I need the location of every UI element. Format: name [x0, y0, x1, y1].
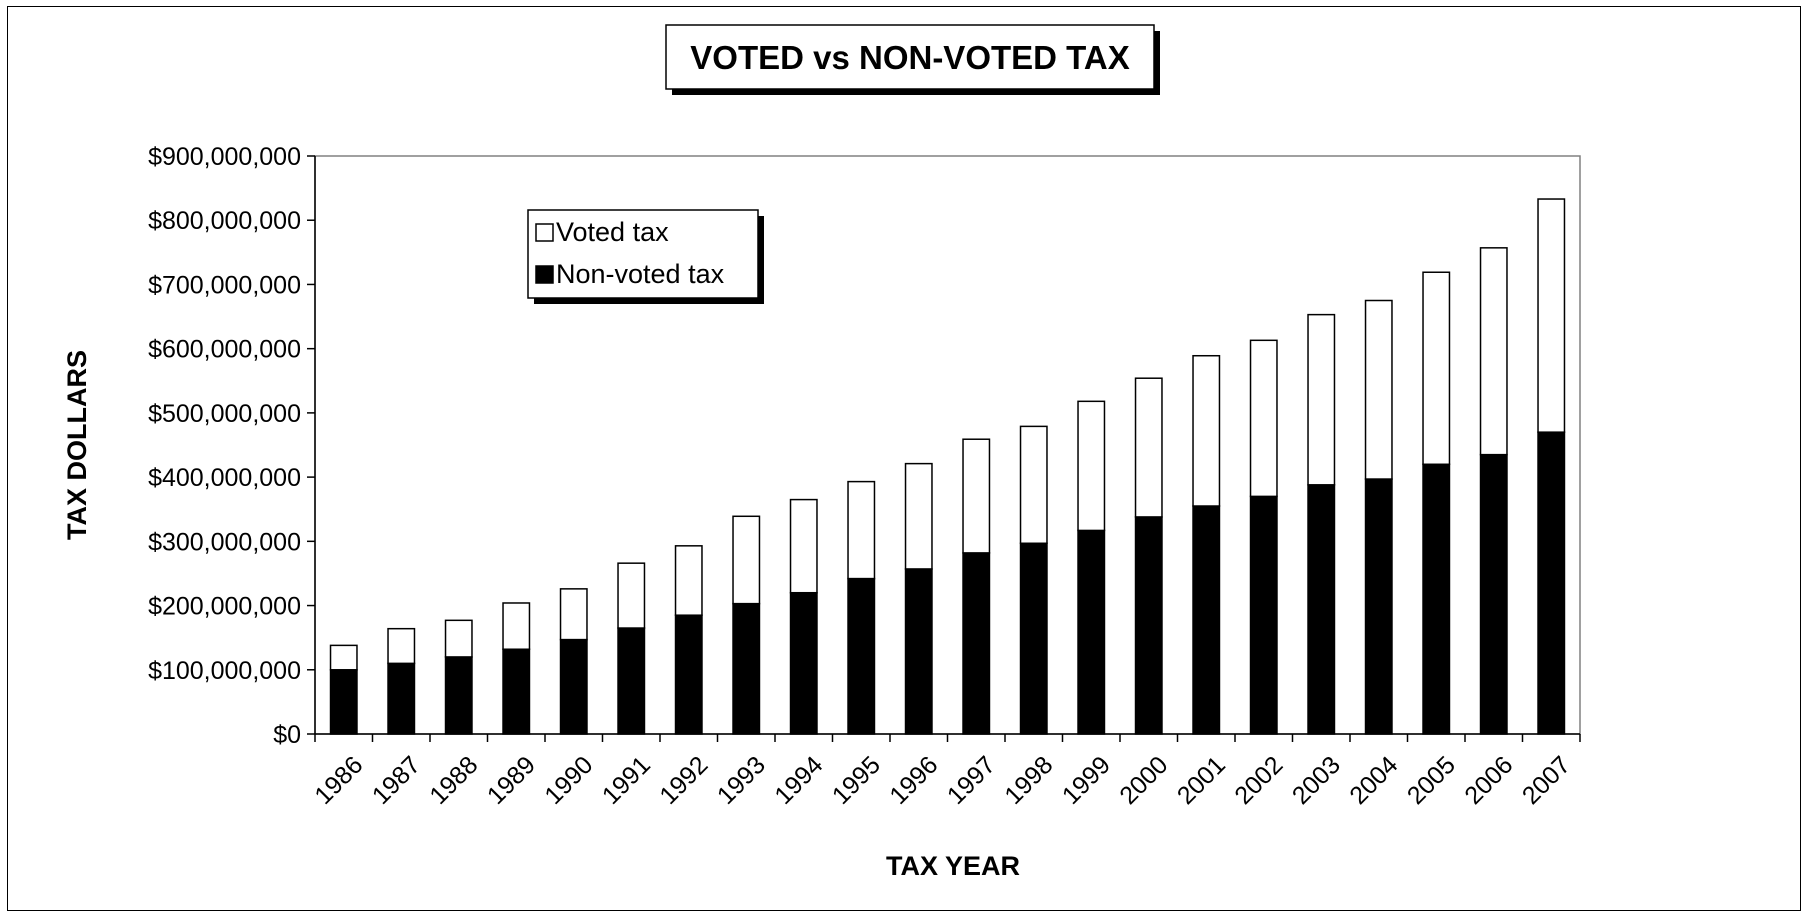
x-tick-label: 1992: [654, 751, 713, 810]
bar-voted-tax: [1422, 271, 1451, 466]
bar-non-voted-tax: [559, 638, 588, 735]
legend-label-non-voted-tax: Non-voted tax: [556, 259, 725, 289]
y-axis-title: TAX DOLLARS: [62, 350, 92, 540]
bars-layer: [329, 198, 1566, 735]
x-tick-label: 2005: [1402, 751, 1461, 810]
bar-non-voted-tax: [444, 656, 473, 735]
x-tick-label: 2002: [1229, 751, 1288, 810]
bar-voted-tax: [1077, 400, 1106, 532]
bar-voted-tax: [1192, 354, 1221, 507]
x-tick-label: 2004: [1344, 751, 1403, 810]
bar-voted-tax: [444, 619, 473, 658]
chart-title: VOTED vs NON-VOTED TAX: [690, 39, 1129, 76]
chart-title-group: VOTED vs NON-VOTED TAX: [665, 24, 1160, 95]
bar-non-voted-tax: [732, 602, 761, 735]
bar-voted-tax: [502, 602, 531, 650]
x-tick-label: 1991: [597, 751, 656, 810]
x-tick-label: 2000: [1114, 751, 1173, 810]
bar-non-voted-tax: [789, 591, 818, 735]
bar-voted-tax: [789, 498, 818, 594]
legend: Voted tax Non-voted tax: [527, 209, 764, 304]
legend-box: [527, 209, 759, 299]
x-tick-label: 2003: [1287, 751, 1346, 810]
legend-swatch-non-voted-tax: [535, 265, 554, 284]
y-tick-label: $800,000,000: [148, 207, 301, 235]
bar-voted-tax: [962, 438, 991, 554]
bar-voted-tax: [1019, 425, 1048, 545]
bar-voted-tax: [1479, 247, 1508, 456]
bar-non-voted-tax: [1479, 453, 1508, 735]
x-tick-label: 1998: [999, 751, 1058, 810]
x-tick-label: 1986: [309, 751, 368, 810]
bar-voted-tax: [1307, 313, 1336, 486]
x-tick-label: 1989: [482, 751, 541, 810]
y-tick-label: $600,000,000: [148, 336, 301, 364]
x-tick-label: 1987: [367, 751, 426, 810]
bar-non-voted-tax: [387, 662, 416, 735]
y-tick-label: $900,000,000: [148, 143, 301, 171]
y-axis: $0 $100,000,000 $200,000,000 $300,000,000 $4…: [148, 143, 316, 749]
bar-non-voted-tax: [962, 552, 991, 735]
bar-non-voted-tax: [1077, 529, 1106, 735]
bar-voted-tax: [329, 644, 358, 671]
x-axis-title: TAX YEAR: [886, 851, 1020, 881]
legend-label-voted-tax: Voted tax: [556, 217, 669, 247]
bar-voted-tax: [732, 515, 761, 605]
bar-non-voted-tax: [847, 577, 876, 735]
bar-voted-tax: [904, 462, 933, 570]
x-tick-label: 2006: [1459, 751, 1518, 810]
x-axis: 1986198719881989199019911992199319941995…: [309, 733, 1581, 810]
y-tick-label: $700,000,000: [148, 271, 301, 299]
x-tick-label: 2001: [1172, 751, 1231, 810]
bar-non-voted-tax: [617, 627, 646, 735]
bar-non-voted-tax: [502, 648, 531, 735]
bar-non-voted-tax: [1537, 431, 1566, 735]
bar-non-voted-tax: [329, 669, 358, 735]
y-tick-label: $400,000,000: [148, 464, 301, 492]
bar-non-voted-tax: [1249, 495, 1278, 735]
bar-non-voted-tax: [904, 568, 933, 735]
bar-voted-tax: [1364, 299, 1393, 480]
bar-non-voted-tax: [1019, 542, 1048, 735]
x-tick-label: 1993: [712, 751, 771, 810]
bar-non-voted-tax: [1307, 484, 1336, 735]
y-tick-label: $200,000,000: [148, 593, 301, 621]
chart-title-box: [665, 24, 1155, 90]
bar-voted-tax: [674, 545, 703, 616]
y-tick-label: $0: [273, 721, 301, 749]
x-tick-label: 1988: [424, 751, 483, 810]
bar-voted-tax: [1537, 198, 1566, 433]
x-tick-label: 1995: [827, 751, 886, 810]
y-tick-label: $300,000,000: [148, 528, 301, 556]
chart-svg: VOTED vs NON-VOTED TAX $0 $100,000,000 $20…: [62, 24, 1581, 881]
bar-non-voted-tax: [1192, 505, 1221, 735]
x-tick-label: 2007: [1517, 751, 1576, 810]
bar-non-voted-tax: [1134, 516, 1163, 735]
x-tick-label: 1997: [942, 751, 1001, 810]
bar-voted-tax: [387, 627, 416, 665]
x-tick-label: 1994: [769, 751, 828, 810]
bar-voted-tax: [1134, 377, 1163, 518]
bar-voted-tax: [1249, 339, 1278, 498]
bar-voted-tax: [847, 480, 876, 580]
bar-voted-tax: [559, 588, 588, 641]
bar-non-voted-tax: [1364, 478, 1393, 735]
legend-swatch-voted-tax: [535, 223, 554, 242]
bar-voted-tax: [617, 562, 646, 629]
bar-non-voted-tax: [674, 614, 703, 735]
bar-non-voted-tax: [1422, 463, 1451, 735]
y-tick-label: $100,000,000: [148, 657, 301, 685]
x-tick-label: 1996: [884, 751, 943, 810]
y-tick-label: $500,000,000: [148, 400, 301, 428]
x-tick-label: 1999: [1057, 751, 1116, 810]
x-tick-label: 1990: [539, 751, 598, 810]
chart-frame: VOTED vs NON-VOTED TAX $0 $100,000,000 $20…: [7, 6, 1801, 911]
